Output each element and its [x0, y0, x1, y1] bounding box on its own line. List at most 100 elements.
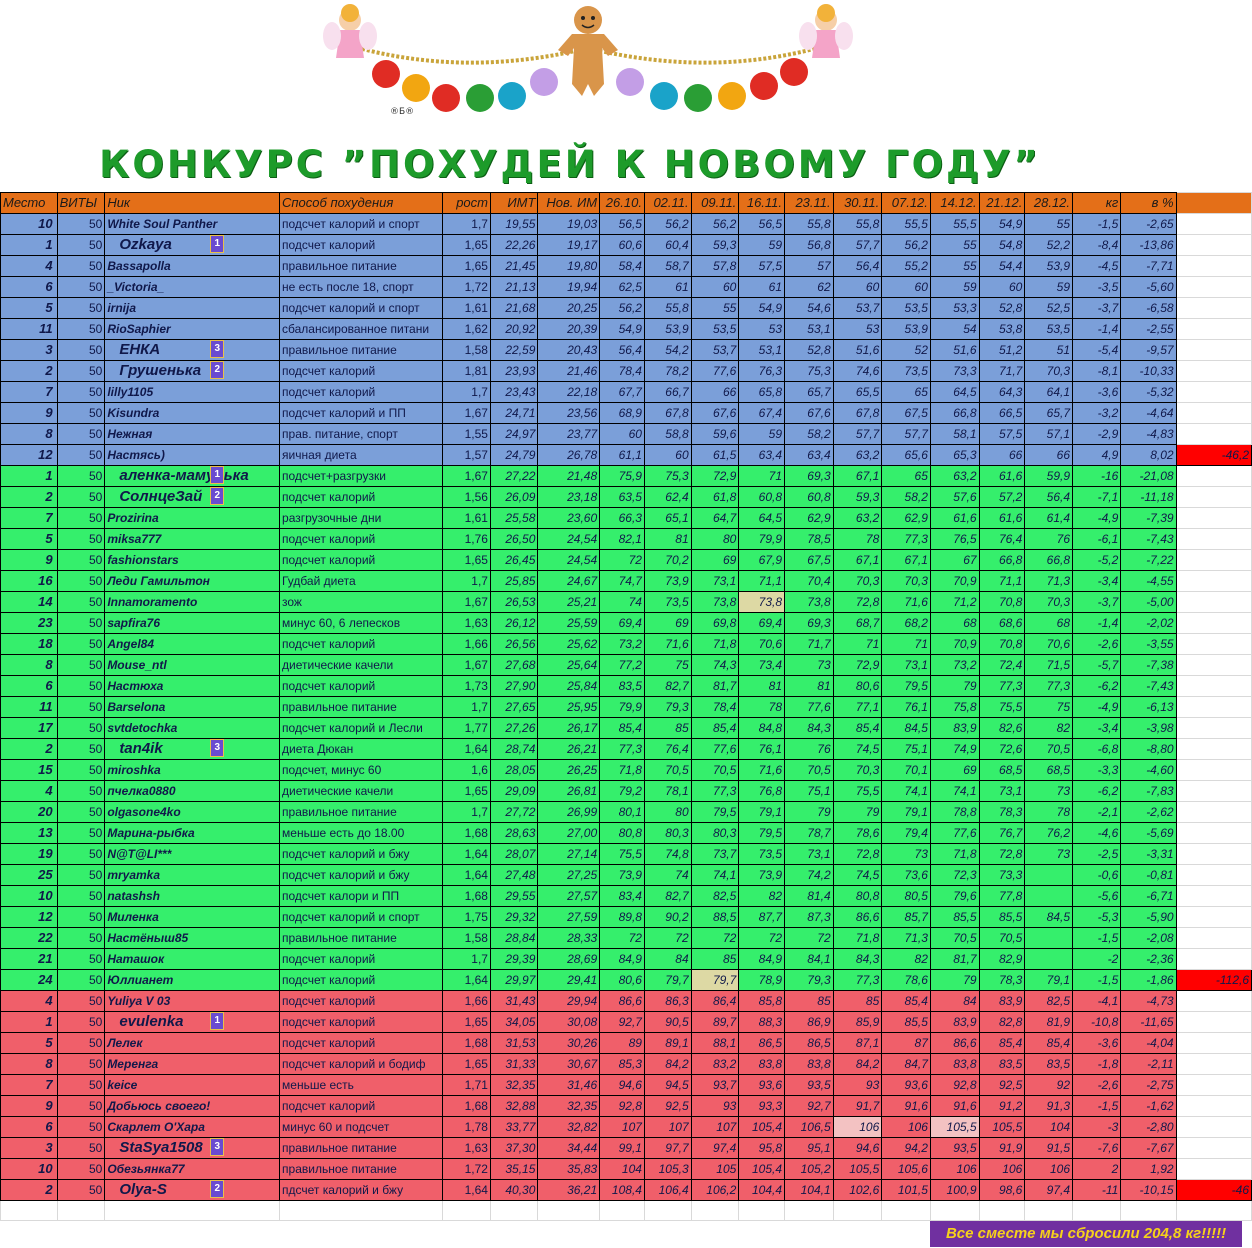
percent-cell: -2,75 — [1120, 1074, 1177, 1096]
vits-cell: 50 — [56, 1011, 106, 1033]
bmi-cell: 21,45 — [489, 255, 539, 277]
weight-cell: 94,6 — [832, 1137, 883, 1159]
weight-cell: 84,7 — [881, 1053, 931, 1075]
kg-cell: -7,1 — [1072, 486, 1122, 508]
vits-cell: 50 — [56, 864, 106, 886]
header-cell: Способ похудения — [279, 192, 444, 214]
weight-cell: 70,5 — [643, 759, 692, 781]
method-cell: меньше есть — [279, 1074, 444, 1096]
height-cell: 1,7 — [442, 381, 491, 403]
weight-cell: 63,4 — [738, 444, 786, 466]
new-bmi-cell: 26,99 — [537, 801, 601, 823]
table-row: 19 50 N@T@LI*** подсчет калорий и бжу 1,64 28… — [0, 843, 1252, 865]
nick-text: Грушенька — [119, 362, 202, 379]
weight-cell: 68 — [1024, 612, 1074, 634]
table-row: 13 50 Марина-рыбка меньше есть до 18.00 1,68… — [0, 822, 1252, 844]
place-cell: 7 — [0, 507, 58, 529]
method-cell: подсчет+разгрузки — [279, 465, 444, 487]
blank-cell — [1175, 1116, 1252, 1138]
weight-cell: 68,2 — [881, 612, 931, 634]
table-row: 18 50 Angel84 подсчет калорий 1,66 26,56 25,62… — [0, 633, 1252, 655]
nick-text: Обезьянка77 — [107, 1162, 185, 1176]
new-bmi-cell: 26,78 — [537, 444, 601, 466]
place-cell: 8 — [0, 1053, 58, 1075]
weight-cell: 51,2 — [978, 339, 1026, 361]
nick-cell: evulenka 1 — [104, 1011, 281, 1033]
weight-cell: 70,5 — [929, 927, 980, 949]
blank-cell — [1175, 948, 1252, 970]
kg-cell: -6,2 — [1072, 780, 1122, 802]
weight-cell: 107 — [690, 1116, 740, 1138]
weight-cell: 73,8 — [784, 591, 834, 613]
weight-cell: 106,4 — [643, 1179, 692, 1201]
weight-cell: 100,9 — [929, 1179, 980, 1201]
weight-cell: 61,5 — [690, 444, 740, 466]
weight-cell: 73 — [1024, 843, 1074, 865]
weight-cell: 57,5 — [978, 423, 1026, 445]
percent-cell: -7,38 — [1120, 654, 1177, 676]
christmas-garland-banner: ®Б® — [323, 4, 853, 117]
weight-cell: 72 — [784, 927, 834, 949]
percent-cell: -13,86 — [1120, 234, 1177, 256]
weight-cell: 105,2 — [784, 1158, 834, 1180]
table-row: 8 50 Меренга подсчет калорий и бодиф 1,65 31,… — [0, 1053, 1252, 1075]
weight-cell: 62,9 — [881, 507, 931, 529]
method-cell: разгрузочные дни — [279, 507, 444, 529]
nick-text: Марина-рыбка — [107, 826, 195, 840]
table-row: 2 50 Olya-S 2 пдсчет калорий и бжу 1,64 40,30 3… — [0, 1179, 1252, 1201]
new-bmi-cell: 30,08 — [537, 1011, 601, 1033]
place-cell: 3 — [0, 1137, 58, 1159]
weight-cell: 84,5 — [881, 717, 931, 739]
weight-cell: 92 — [1024, 1074, 1074, 1096]
weight-cell: 54,9 — [599, 318, 645, 340]
weight-cell: 94,6 — [599, 1074, 645, 1096]
weight-cell: 79,5 — [690, 801, 740, 823]
weight-cell: 57,1 — [1024, 423, 1074, 445]
weight-cell: 55,8 — [784, 213, 834, 235]
new-bmi-cell: 31,46 — [537, 1074, 601, 1096]
weight-cell: 68,5 — [1024, 759, 1074, 781]
kg-cell: -6,1 — [1072, 528, 1122, 550]
place-cell: 5 — [0, 528, 58, 550]
weight-cell: 71,6 — [738, 759, 786, 781]
nick-cell: Наташок — [104, 948, 281, 970]
weight-cell: 71 — [881, 633, 931, 655]
blank-cell — [832, 1200, 883, 1221]
weight-cell: 69 — [690, 549, 740, 571]
weight-cell: 52,8 — [978, 297, 1026, 319]
table-row: 10 50 Обезьянка77 правильное питание 1,72 35,… — [0, 1158, 1252, 1180]
weight-cell: 69,3 — [784, 465, 834, 487]
percent-cell: 1,92 — [1120, 1158, 1177, 1180]
percent-cell: -2,65 — [1120, 213, 1177, 235]
weight-cell: 86,5 — [784, 1032, 834, 1054]
nick-cell: White Soul Panther — [104, 213, 281, 235]
weight-cell: 86,6 — [929, 1032, 980, 1054]
method-cell: подсчет калорий — [279, 1032, 444, 1054]
weight-cell: 82,5 — [690, 885, 740, 907]
blank-cell — [1175, 381, 1252, 403]
weight-cell: 67 — [929, 549, 980, 571]
weight-cell: 83,5 — [978, 1053, 1026, 1075]
kg-cell: -8,4 — [1072, 234, 1122, 256]
weight-cell: 65,7 — [784, 381, 834, 403]
weight-cell: 84,3 — [784, 717, 834, 739]
new-bmi-cell: 19,94 — [537, 276, 601, 298]
blank-cell — [442, 1200, 491, 1221]
percent-cell: -1,62 — [1120, 1095, 1177, 1117]
weight-cell: 72,8 — [832, 591, 883, 613]
vits-cell: 50 — [56, 570, 106, 592]
percent-cell: -3,55 — [1120, 633, 1177, 655]
weight-cell: 105,5 — [978, 1116, 1026, 1138]
nick-cell: Грушенька 2 — [104, 360, 281, 382]
new-bmi-cell: 23,56 — [537, 402, 601, 424]
bmi-cell: 37,30 — [489, 1137, 539, 1159]
kg-cell: -6,8 — [1072, 738, 1122, 760]
weight-cell: 60 — [832, 276, 883, 298]
weight-cell: 69 — [643, 612, 692, 634]
weight-cell: 61,1 — [599, 444, 645, 466]
nick-text: lilly1105 — [107, 385, 154, 399]
extra-cell: -112,6 — [1175, 969, 1252, 991]
bmi-cell: 22,59 — [489, 339, 539, 361]
header-cell: кг — [1072, 192, 1122, 214]
nick-cell: Обезьянка77 — [104, 1158, 281, 1180]
